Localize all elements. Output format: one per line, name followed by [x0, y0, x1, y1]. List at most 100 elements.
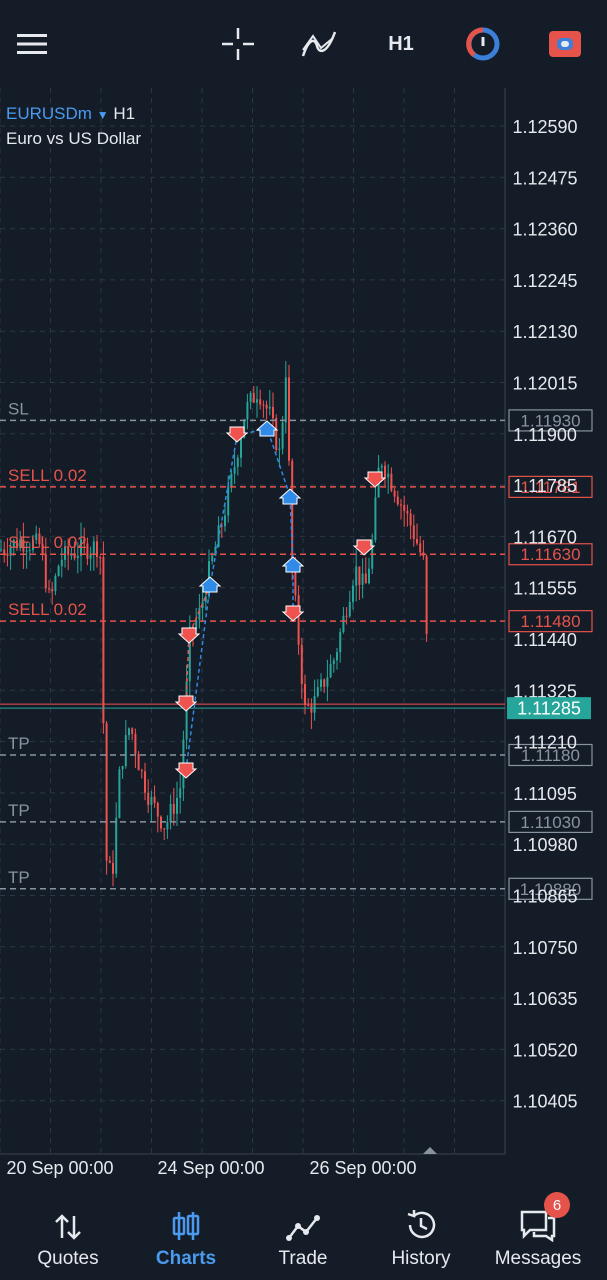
candle-body [156, 802, 159, 817]
price-tick-label: 1.11210 [513, 733, 577, 753]
price-tick-label: 1.11440 [513, 630, 577, 650]
candle-body [288, 377, 290, 461]
timeframe-button[interactable]: H1 [381, 24, 421, 64]
symbol-name[interactable]: EURUSDm [6, 104, 92, 123]
level-price-box [508, 409, 593, 432]
level-label: TP [8, 801, 30, 820]
price-chart[interactable]: SL SELL 0.02 SELL 0.02 SELL 0.02 TP TP TP 1.11… [0, 88, 607, 1188]
nav-history[interactable]: History [371, 1188, 471, 1280]
price-tick-label: 1.11325 [513, 681, 577, 701]
top-toolbar: H1 [0, 0, 607, 88]
candle-body [38, 533, 41, 545]
candle-body [326, 677, 329, 687]
time-tick-label: 20 Sep 00:00 [6, 1158, 113, 1178]
candle-body [115, 817, 118, 874]
candle-body [198, 607, 201, 620]
candle-body [304, 684, 306, 705]
candle-body [384, 465, 386, 478]
level-label: TP [8, 868, 30, 887]
chart-canvas[interactable]: SL SELL 0.02 SELL 0.02 SELL 0.02 TP TP TP 1.11… [0, 88, 607, 1188]
nav-quotes[interactable]: Quotes [18, 1188, 118, 1280]
nav-trade[interactable]: Trade [253, 1188, 353, 1280]
candle-body [176, 797, 178, 814]
candle-body [268, 406, 271, 409]
symbol-title[interactable]: EURUSDm ▼ H1 [6, 104, 135, 124]
charts-icon [172, 1212, 200, 1240]
candle-body [256, 399, 258, 403]
candle-body [70, 554, 73, 556]
sell-arrow-icon [363, 471, 387, 488]
candle-body [121, 766, 124, 770]
sell-arrow-icon [174, 762, 198, 779]
candle-body [54, 575, 57, 592]
candle-body [294, 567, 297, 596]
symbol-description: Euro vs US Dollar [6, 129, 142, 148]
candle-body [35, 533, 38, 540]
buy-arrow-icon [281, 556, 305, 573]
candle-body [80, 539, 82, 556]
nav-messages[interactable]: Messages 6 [486, 1188, 590, 1280]
trade-icon [286, 1215, 320, 1241]
candle-body [230, 473, 233, 487]
nav-messages-label: Messages [494, 1248, 582, 1269]
buy-arrow-icon [278, 488, 302, 505]
account-icon[interactable] [545, 24, 585, 64]
candle-body [51, 588, 54, 592]
candle-body [214, 546, 217, 556]
candle-body [102, 557, 105, 724]
level-price-label: 1.11180 [521, 746, 580, 765]
candle-body [265, 404, 268, 409]
quotes-icon [55, 1214, 81, 1240]
price-tick-label: 1.11095 [513, 784, 577, 804]
crosshair-icon[interactable] [218, 24, 258, 64]
candle-body [320, 679, 322, 688]
candle-body [134, 733, 137, 754]
candle-body [150, 796, 153, 805]
candle-body [246, 401, 249, 420]
candle-body [112, 862, 114, 874]
candle-body [380, 465, 383, 468]
candle-body [297, 595, 300, 645]
candle-body [364, 573, 367, 584]
candle-body [128, 728, 130, 736]
level-price-label: 1.11781 [520, 478, 580, 497]
price-tick-label: 1.11900 [513, 425, 577, 445]
candle-body [60, 559, 63, 567]
candle-body [396, 496, 399, 505]
sell-arrow-icon [281, 605, 305, 622]
candle-body [67, 546, 70, 556]
candle-body [22, 539, 25, 552]
candle-body [332, 660, 335, 665]
nav-charts[interactable]: Charts [136, 1188, 236, 1280]
candle-body [147, 792, 150, 805]
candle-body [204, 596, 207, 602]
scroll-marker-icon [423, 1147, 437, 1154]
candle-body [188, 626, 191, 682]
candle-body [393, 490, 396, 497]
price-tick-label: 1.10405 [512, 1092, 577, 1112]
candle-body [140, 770, 143, 772]
hamburger-icon[interactable] [12, 24, 52, 64]
candle-body [172, 803, 175, 814]
level-price-box [508, 610, 593, 633]
candle-body [118, 769, 121, 818]
candle-body [409, 513, 412, 526]
candle-body [220, 525, 223, 527]
candle-body [275, 418, 278, 451]
symbol-dropdown-icon[interactable]: ▼ [96, 108, 109, 122]
candle-body [44, 554, 47, 589]
price-tick-label: 1.11555 [513, 579, 577, 599]
indicators-icon[interactable] [299, 24, 339, 64]
price-tick-label: 1.10865 [512, 887, 577, 907]
candle-body [144, 771, 146, 793]
candle-body [416, 539, 418, 544]
candle-body [131, 728, 134, 734]
candle-body [163, 828, 166, 830]
one-click-trade-icon[interactable] [463, 24, 503, 64]
price-tick-label: 1.10750 [512, 938, 577, 958]
candle-body [89, 553, 92, 559]
candle-body [195, 619, 198, 630]
sell-arrow-icon [177, 627, 201, 644]
sell-arrow-icon [174, 695, 198, 712]
level-price-label: 1.10880 [520, 880, 581, 899]
